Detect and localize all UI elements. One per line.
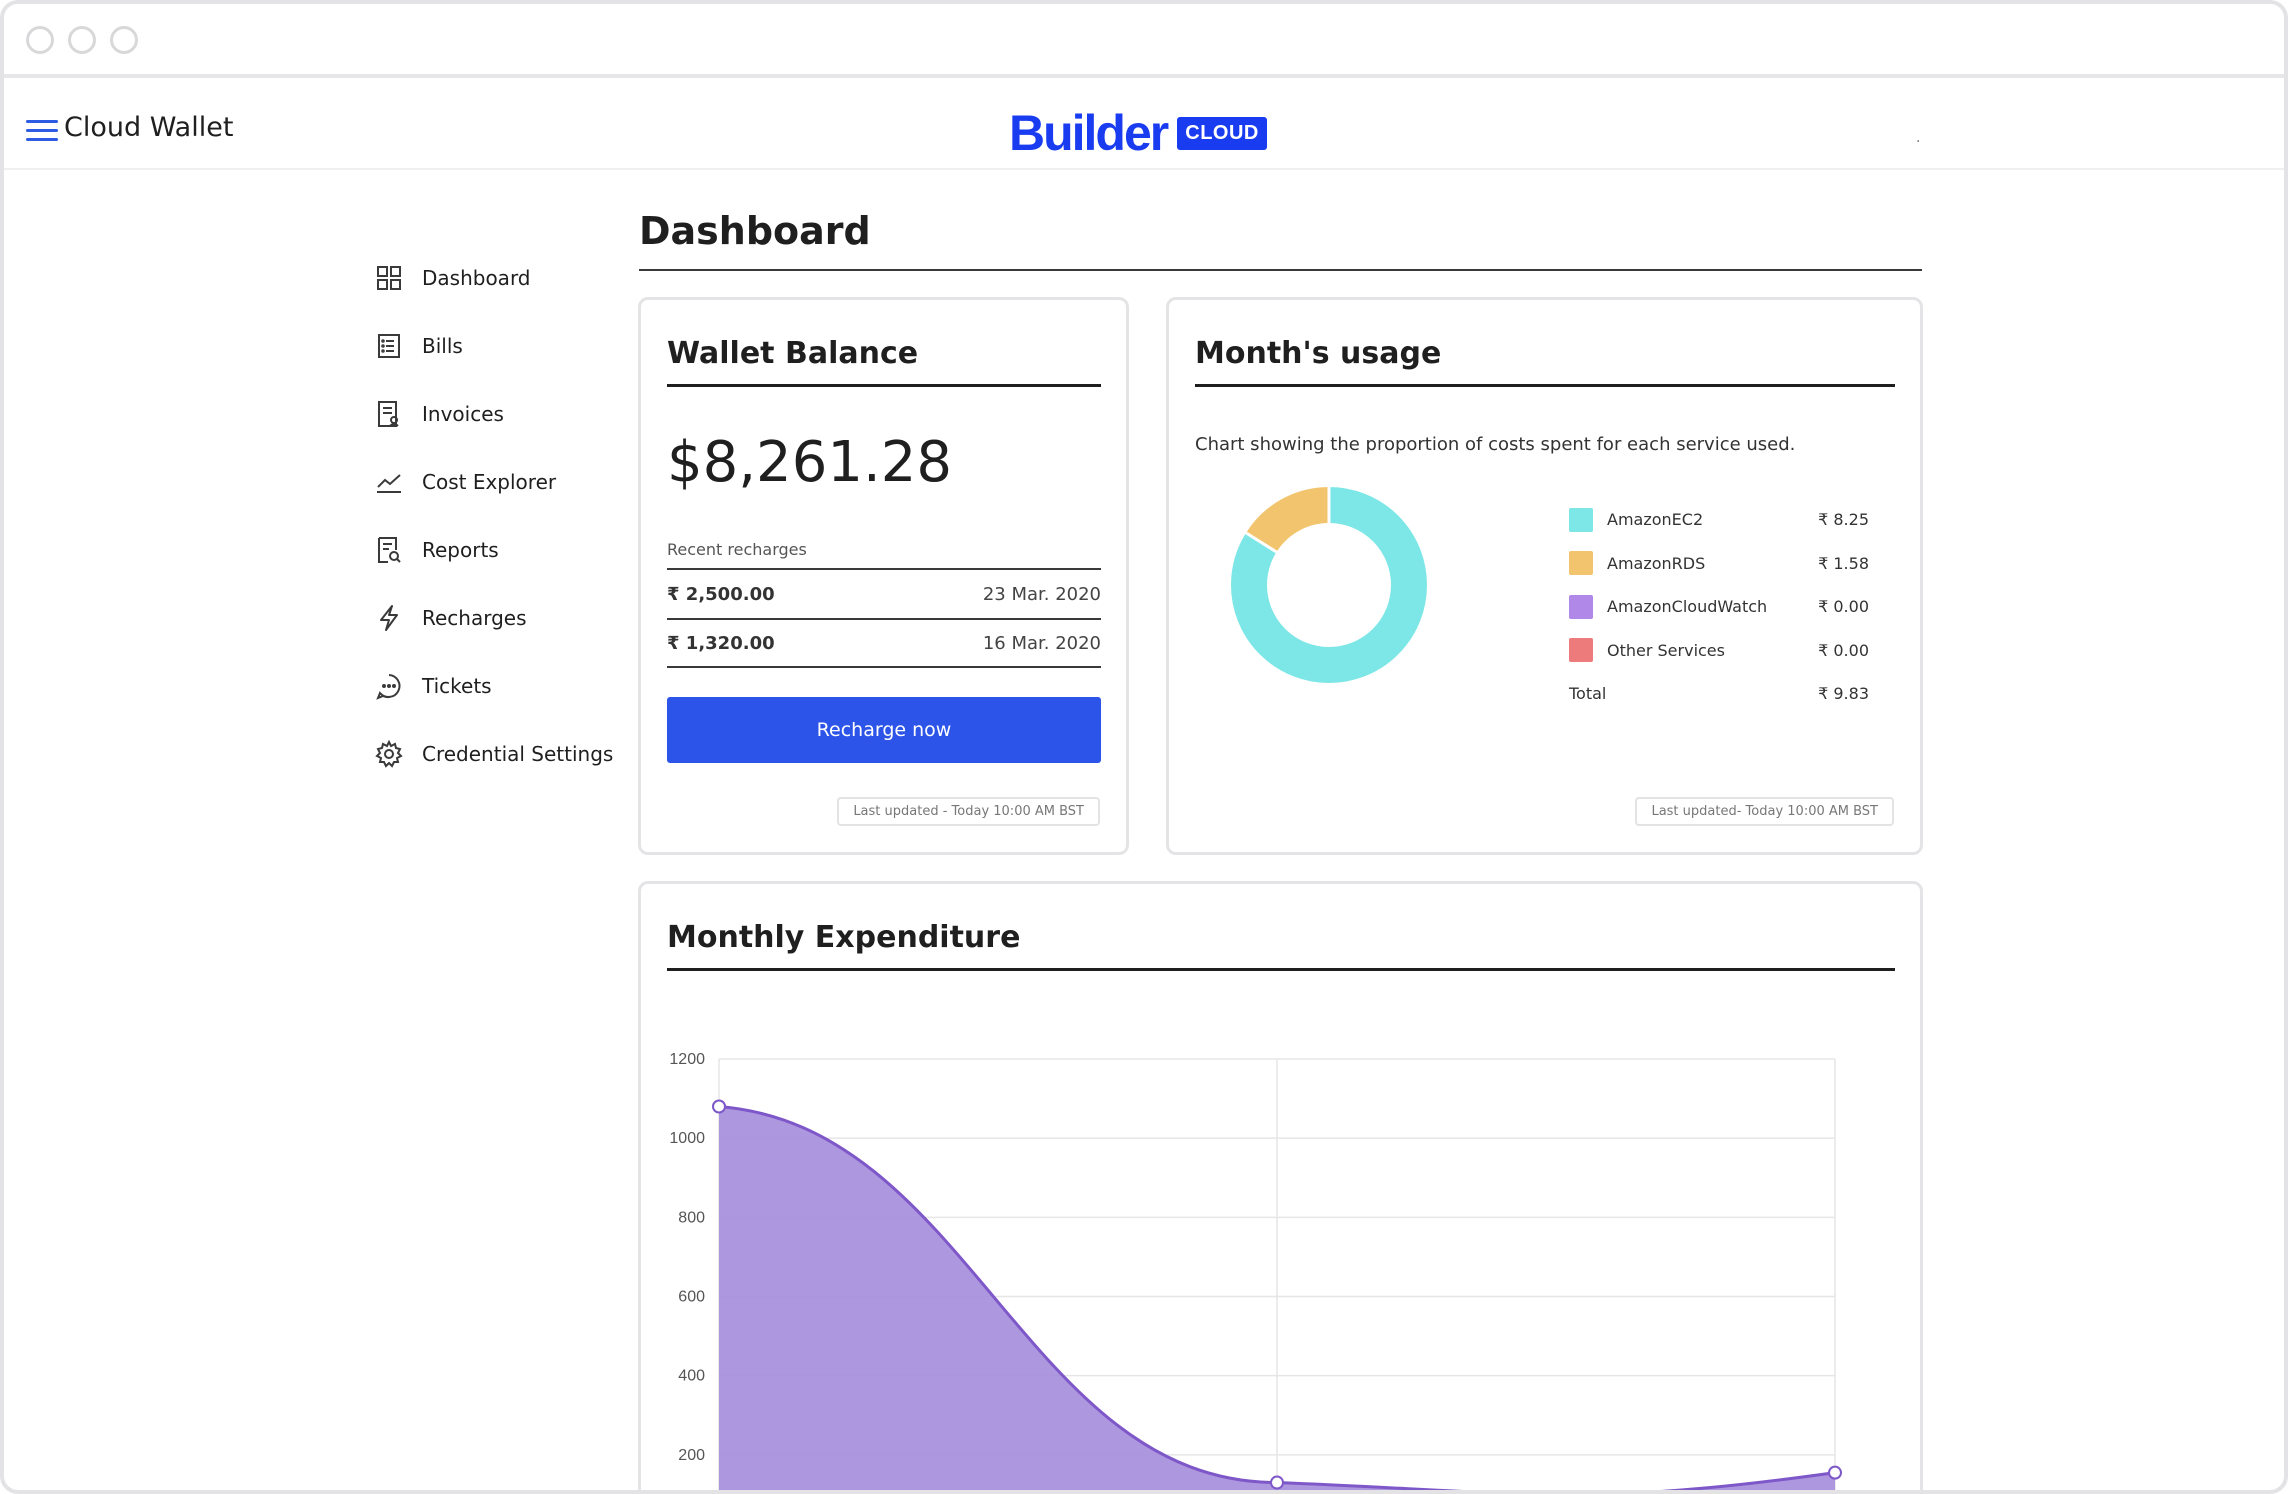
logo-badge: CLOUD xyxy=(1177,116,1267,150)
sidebar-item-recharges[interactable]: Recharges xyxy=(374,584,634,652)
sidebar-nav: Dashboard Bills Invoices Cost Explorer R… xyxy=(374,244,634,788)
app-title: Cloud Wallet xyxy=(64,112,234,143)
legend-value: ₹ 1.58 xyxy=(1818,553,1869,573)
last-updated-badge: Last updated - Today 10:00 AM BST xyxy=(837,797,1100,826)
header-mark: . xyxy=(1916,130,1921,146)
invoice-icon xyxy=(374,399,404,429)
expenditure-card-title: Monthly Expenditure xyxy=(667,920,1021,955)
trend-line-icon xyxy=(374,467,404,497)
y-tick-label: 200 xyxy=(678,1447,705,1464)
lightning-icon xyxy=(374,603,404,633)
wallet-card-title: Wallet Balance xyxy=(667,336,919,371)
y-tick-label: 1000 xyxy=(669,1130,705,1147)
recharge-date: 23 Mar. 2020 xyxy=(982,583,1101,605)
recent-recharges-label: Recent recharges xyxy=(667,540,807,559)
sidebar-item-reports[interactable]: Reports xyxy=(374,516,634,584)
expenditure-area xyxy=(719,1106,1835,1490)
legend-name: Other Services xyxy=(1607,640,1725,660)
recharge-amount: ₹ 2,500.00 xyxy=(667,583,775,605)
legend-total-row: Total ₹ 9.83 xyxy=(1569,672,1869,716)
recharge-row: ₹ 2,500.00 23 Mar. 2020 xyxy=(667,568,1101,618)
legend-total-label: Total xyxy=(1569,684,1607,704)
legend-value: ₹ 0.00 xyxy=(1818,640,1869,660)
legend-name: AmazonRDS xyxy=(1607,553,1706,573)
data-point[interactable] xyxy=(1828,1465,1842,1480)
usage-card-title: Month's usage xyxy=(1195,336,1442,371)
recharge-row: ₹ 1,320.00 16 Mar. 2020 xyxy=(667,618,1101,668)
recharge-date: 16 Mar. 2020 xyxy=(982,632,1101,654)
legend-swatch xyxy=(1569,507,1593,532)
close-window-button[interactable] xyxy=(26,26,54,54)
month-usage-card: Month's usage Chart showing the proporti… xyxy=(1166,297,1923,855)
y-tick-label: 800 xyxy=(678,1209,705,1226)
monthly-expenditure-card: Monthly Expenditure 200 400 600 800 1000 1200 xyxy=(638,881,1923,1490)
y-tick-label: 1200 xyxy=(669,1051,705,1068)
page-title-divider xyxy=(639,269,1922,271)
gear-icon xyxy=(374,739,404,769)
logo-text: Builder xyxy=(1009,105,1169,161)
legend-name: AmazonCloudWatch xyxy=(1607,597,1768,617)
recharge-now-button[interactable]: Recharge now xyxy=(667,697,1101,763)
sidebar-item-label: Tickets xyxy=(422,674,492,698)
legend-row: AmazonCloudWatch ₹ 0.00 xyxy=(1569,585,1869,629)
legend-row: Other Services ₹ 0.00 xyxy=(1569,629,1869,673)
data-point[interactable] xyxy=(1270,1475,1284,1490)
app-header: Cloud Wallet Builder CLOUD . xyxy=(4,82,2284,170)
sidebar-item-label: Dashboard xyxy=(422,266,531,290)
sidebar-item-label: Bills xyxy=(422,334,463,358)
recharge-amount: ₹ 1,320.00 xyxy=(667,632,775,654)
data-point[interactable] xyxy=(712,1099,726,1114)
y-tick-label: 600 xyxy=(678,1289,705,1306)
y-tick-label: 400 xyxy=(678,1368,705,1385)
legend-value: ₹ 8.25 xyxy=(1818,510,1869,530)
usage-donut-chart xyxy=(1231,487,1427,683)
window-titlebar xyxy=(4,4,2284,78)
page-title: Dashboard xyxy=(639,209,871,253)
legend-name: AmazonEC2 xyxy=(1607,510,1704,530)
sidebar-item-cost-explorer[interactable]: Cost Explorer xyxy=(374,448,634,516)
legend-value: ₹ 0.00 xyxy=(1818,597,1869,617)
brand-logo[interactable]: Builder CLOUD xyxy=(1009,104,1267,162)
usage-legend: AmazonEC2 ₹ 8.25 AmazonRDS ₹ 1.58 Amazon… xyxy=(1569,498,1869,716)
bill-list-icon xyxy=(374,331,404,361)
sidebar-item-label: Credential Settings xyxy=(422,742,614,766)
sidebar-item-dashboard[interactable]: Dashboard xyxy=(374,244,634,312)
legend-swatch xyxy=(1569,551,1593,576)
legend-total-value: ₹ 9.83 xyxy=(1818,684,1869,704)
expenditure-line xyxy=(718,1105,1836,1490)
wallet-card-divider xyxy=(667,384,1101,387)
chat-bubble-icon xyxy=(374,671,404,701)
hamburger-icon[interactable] xyxy=(26,120,58,142)
maximize-window-button[interactable] xyxy=(110,26,138,54)
sidebar-item-bills[interactable]: Bills xyxy=(374,312,634,380)
expenditure-card-divider xyxy=(667,968,1895,971)
legend-row: AmazonRDS ₹ 1.58 xyxy=(1569,542,1869,586)
expenditure-area-chart: 200 400 600 800 1000 1200 xyxy=(669,1051,1842,1490)
legend-row: AmazonEC2 ₹ 8.25 xyxy=(1569,498,1869,542)
grid-icon xyxy=(374,263,404,293)
wallet-balance-amount: $8,261.28 xyxy=(667,430,953,495)
legend-swatch xyxy=(1569,638,1593,663)
sidebar-item-label: Cost Explorer xyxy=(422,470,557,494)
usage-card-divider xyxy=(1195,384,1895,387)
sidebar-item-invoices[interactable]: Invoices xyxy=(374,380,634,448)
report-search-icon xyxy=(374,535,404,565)
sidebar-item-label: Reports xyxy=(422,538,499,562)
sidebar-item-tickets[interactable]: Tickets xyxy=(374,652,634,720)
sidebar-item-label: Recharges xyxy=(422,606,527,630)
sidebar-item-label: Invoices xyxy=(422,402,504,426)
donut-separator xyxy=(1245,531,1278,554)
usage-chart-description: Chart showing the proportion of costs sp… xyxy=(1195,434,1796,455)
last-updated-badge: Last updated- Today 10:00 AM BST xyxy=(1635,797,1894,826)
legend-swatch xyxy=(1569,594,1593,619)
sidebar-item-credential-settings[interactable]: Credential Settings xyxy=(374,720,634,788)
minimize-window-button[interactable] xyxy=(68,26,96,54)
wallet-balance-card: Wallet Balance $8,261.28 Recent recharge… xyxy=(638,297,1129,855)
